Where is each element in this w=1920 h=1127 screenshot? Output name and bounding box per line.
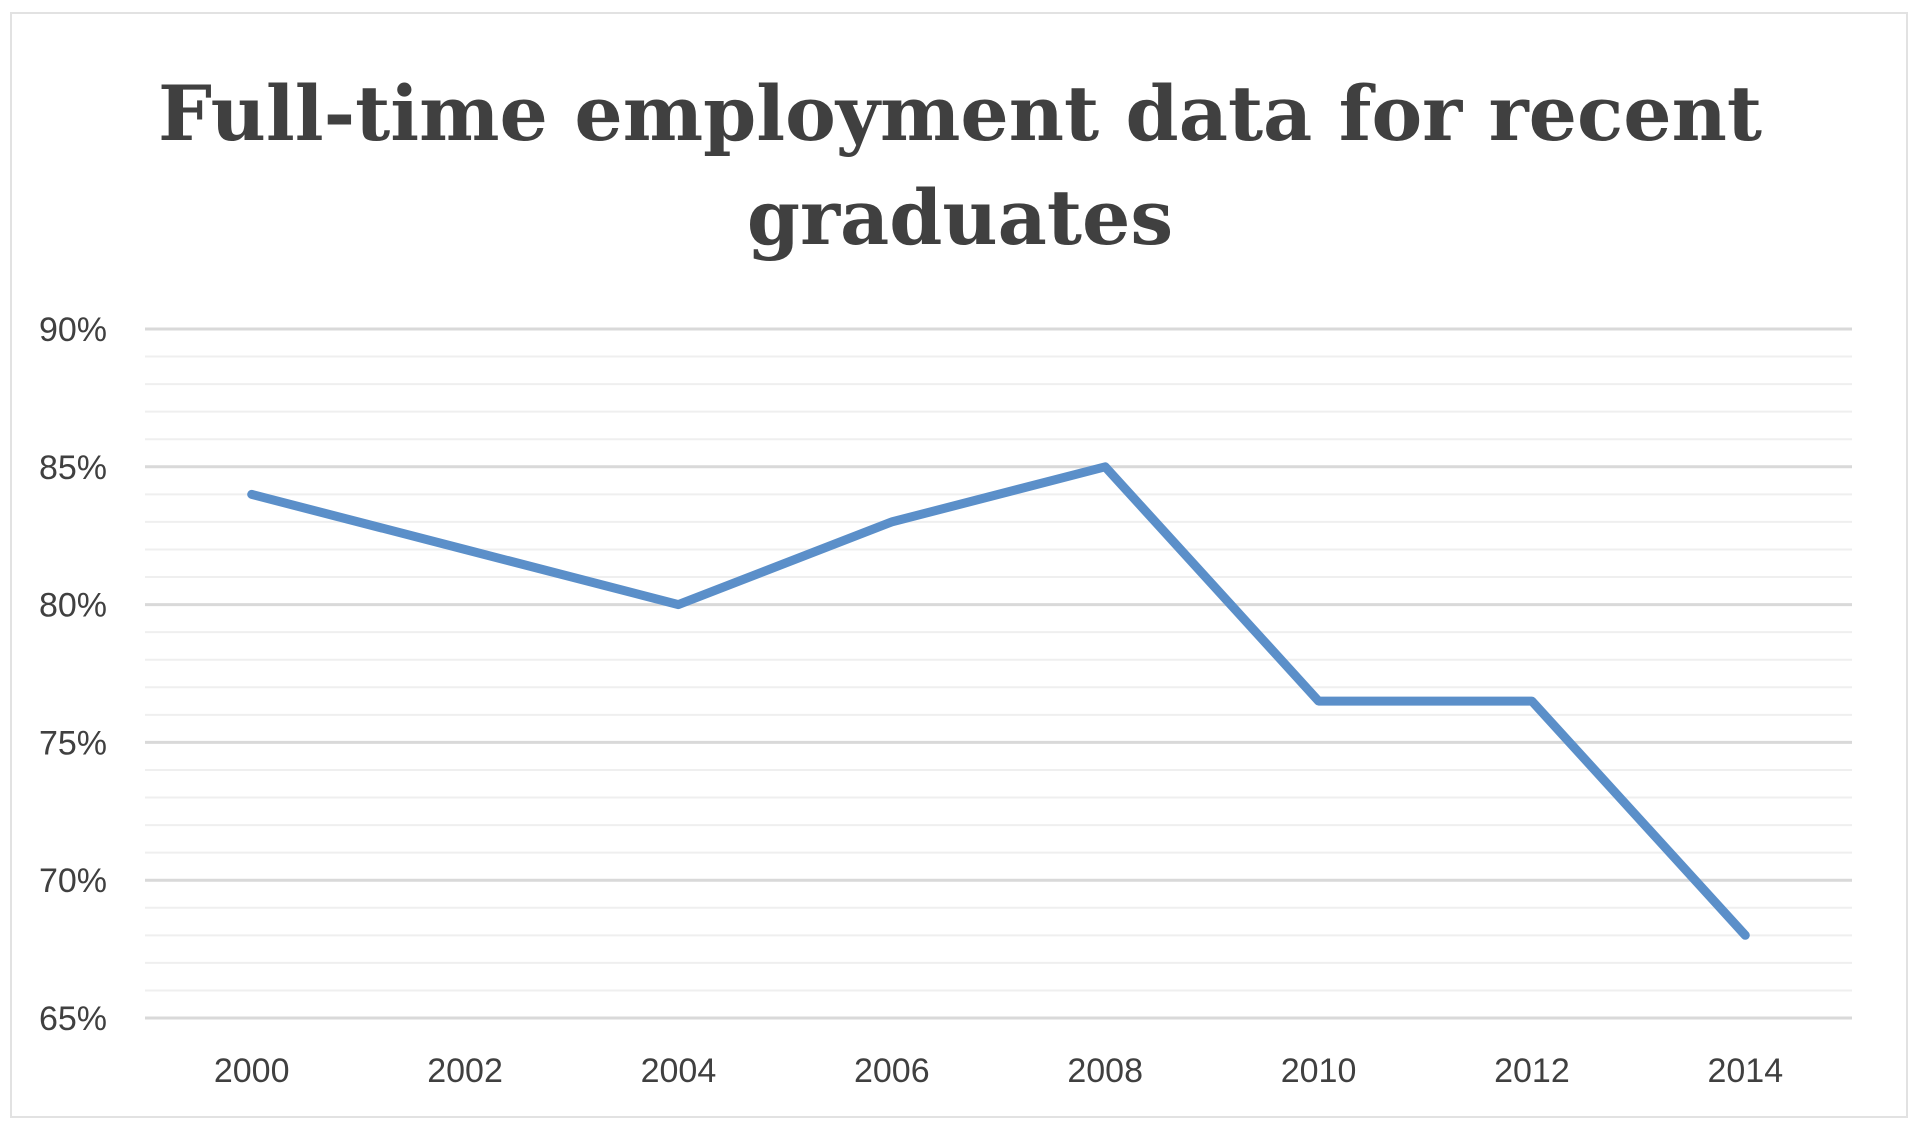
x-tick-label: 2008 [1067,1052,1143,1090]
y-tick-label: 65% [39,1000,107,1038]
y-axis-tick-labels: 90% 85% 80% 75% 70% 65% [39,311,107,1038]
y-tick-label: 85% [39,449,107,487]
chart-title-line-2: graduates [746,173,1174,262]
minor-gridlines [145,355,1852,992]
x-tick-label: 2010 [1281,1052,1357,1090]
chart-title-line-1: Full-time employment data for recent [157,69,1763,158]
x-tick-label: 2012 [1494,1052,1570,1090]
chart-title: Full-time employment data for recent gra… [0,62,1920,270]
major-gridlines [145,327,1852,1020]
y-tick-label: 75% [39,724,107,762]
y-tick-label: 70% [39,862,107,900]
y-tick-label: 90% [39,311,107,349]
x-tick-label: 2014 [1707,1052,1783,1090]
x-tick-label: 2002 [427,1052,503,1090]
x-axis-tick-labels: 2000 2002 2004 2006 2008 2010 2012 2014 [214,1052,1783,1090]
chart-frame [10,12,1908,1118]
y-tick-label: 80% [39,587,107,625]
series-group [247,462,1750,940]
x-tick-label: 2006 [854,1052,930,1090]
series-line [247,462,1750,940]
x-tick-label: 2004 [641,1052,717,1090]
x-tick-label: 2000 [214,1052,290,1090]
